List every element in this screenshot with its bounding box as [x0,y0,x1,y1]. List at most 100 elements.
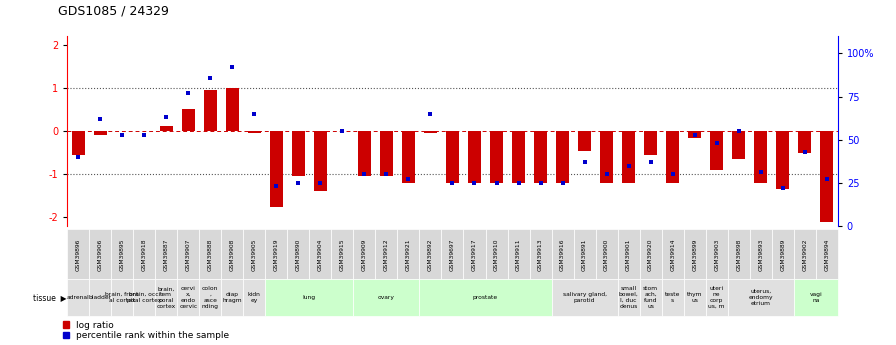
Text: diap
hragm: diap hragm [222,292,242,303]
Bar [309,229,332,279]
Bar [199,229,221,279]
Bar [794,279,838,316]
Legend: log ratio, percentile rank within the sample: log ratio, percentile rank within the sa… [63,321,229,341]
Bar [398,229,419,279]
Bar [134,279,155,316]
Bar [221,279,244,316]
Bar [353,229,375,279]
Text: GSM39893: GSM39893 [758,238,763,270]
Bar [640,229,661,279]
Text: uterus,
endomy
etrium: uterus, endomy etrium [748,289,773,306]
Bar [424,131,437,133]
Text: bladder: bladder [89,295,112,300]
Text: GSM39891: GSM39891 [582,238,587,271]
Bar [661,229,684,279]
Bar [552,229,573,279]
Text: GSM39914: GSM39914 [670,238,676,271]
Bar [177,279,199,316]
Text: small
bowel,
I, duc
denus: small bowel, I, duc denus [619,286,639,309]
Bar [90,229,111,279]
Bar [353,279,419,316]
Text: GDS1085 / 24329: GDS1085 / 24329 [58,4,169,17]
Bar [684,229,706,279]
Text: GSM39910: GSM39910 [494,238,499,271]
Text: GSM39919: GSM39919 [274,238,279,271]
Bar [155,279,177,316]
Text: GSM39903: GSM39903 [714,238,719,270]
Text: GSM39911: GSM39911 [516,238,521,271]
Bar [270,131,283,207]
Bar [221,229,244,279]
Text: prostate: prostate [473,295,498,300]
Text: GSM39916: GSM39916 [560,238,565,271]
Text: GSM39892: GSM39892 [428,238,433,271]
Bar [776,131,789,189]
Bar [72,131,85,155]
Bar [134,229,155,279]
Bar [358,131,371,176]
Text: GSM39921: GSM39921 [406,238,411,271]
Text: salivary gland,
parotid: salivary gland, parotid [563,292,607,303]
Bar [728,229,750,279]
Bar [507,229,530,279]
Bar [661,279,684,316]
Bar [463,229,486,279]
Text: GSM39889: GSM39889 [780,238,785,270]
Bar [159,126,173,131]
Text: brain,
tem
poral
cortex: brain, tem poral cortex [157,286,176,309]
Text: GSM39901: GSM39901 [626,238,631,271]
Bar [199,279,221,316]
Bar [534,131,547,183]
Text: GSM39904: GSM39904 [318,238,323,270]
Bar [794,229,815,279]
Bar [111,279,134,316]
Bar [446,131,459,183]
Text: GSM39900: GSM39900 [604,238,609,270]
Text: ovary: ovary [378,295,395,300]
Bar [750,229,771,279]
Text: GSM39913: GSM39913 [538,238,543,271]
Text: GSM39909: GSM39909 [362,238,367,270]
Bar [490,131,504,183]
Bar [556,131,569,183]
Bar [596,229,617,279]
Text: tissue  ▶: tissue ▶ [33,293,67,302]
Bar [815,229,838,279]
Text: adrenal: adrenal [67,295,90,300]
Bar [798,131,812,152]
Bar [710,131,723,170]
Text: GSM39896: GSM39896 [75,238,81,270]
Text: GSM39906: GSM39906 [98,238,103,270]
Bar [600,131,613,183]
Bar [67,279,90,316]
Text: GSM39912: GSM39912 [383,238,389,271]
Text: GSM39915: GSM39915 [340,238,345,271]
Bar [90,279,111,316]
Bar [552,279,617,316]
Bar [375,229,398,279]
Text: GSM39908: GSM39908 [229,238,235,270]
Text: teste
s: teste s [665,292,680,303]
Text: GSM39918: GSM39918 [142,238,147,271]
Text: GSM39920: GSM39920 [648,238,653,271]
Bar [573,229,596,279]
Text: GSM39890: GSM39890 [296,238,301,270]
Bar [666,131,679,183]
Bar [265,229,288,279]
Bar [617,279,640,316]
Bar [512,131,525,183]
Bar [177,229,199,279]
Bar [182,109,195,131]
Text: GSM39917: GSM39917 [472,238,477,271]
Text: GSM39898: GSM39898 [737,238,741,270]
Bar [706,229,728,279]
Text: thym
us: thym us [687,292,702,303]
Bar [419,229,442,279]
Bar [292,131,305,176]
Bar [93,131,107,135]
Text: brain, occi
pital cortex: brain, occi pital cortex [127,292,161,303]
Text: GSM39905: GSM39905 [252,238,257,271]
Bar [578,131,591,150]
Text: brain, front
al cortex: brain, front al cortex [106,292,139,303]
Bar [684,279,706,316]
